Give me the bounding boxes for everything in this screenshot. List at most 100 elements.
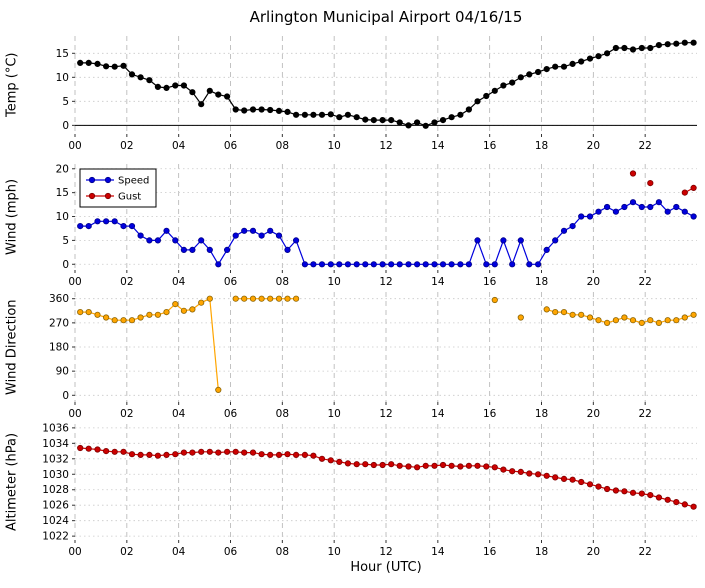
data-point-speed: [318, 261, 326, 268]
data-point-speed: [681, 208, 688, 215]
data-point-altimeter: [94, 446, 101, 453]
legend-marker: [104, 176, 112, 184]
data-point-direction: [232, 295, 239, 302]
data-point-altimeter: [690, 503, 697, 510]
data-point-speed: [673, 203, 680, 211]
data-point-temp: [578, 58, 585, 65]
data-point-speed: [465, 261, 472, 268]
data-point-altimeter: [457, 463, 464, 470]
data-point-temp: [198, 101, 205, 108]
x-tick-label: 14: [431, 408, 445, 420]
x-tick-label: 00: [68, 408, 81, 420]
x-tick-label: 00: [68, 276, 81, 288]
data-point-direction: [172, 300, 179, 308]
data-point-direction: [552, 308, 559, 316]
data-point-speed: [569, 223, 576, 230]
data-point-altimeter: [664, 496, 671, 503]
data-point-temp: [690, 39, 697, 46]
y-tick-label: 1036: [42, 422, 69, 434]
data-point-temp: [206, 87, 213, 94]
x-tick-label: 22: [638, 408, 651, 420]
data-point-temp: [180, 82, 187, 89]
data-point-temp: [379, 117, 386, 124]
data-point-direction: [146, 311, 153, 318]
data-point-direction: [517, 314, 524, 321]
data-point-temp: [543, 66, 550, 73]
data-point-altimeter: [534, 471, 542, 478]
data-point-speed: [526, 261, 533, 268]
data-point-speed: [241, 227, 248, 234]
data-point-speed: [267, 227, 274, 234]
y-tick-label: 0: [62, 120, 69, 132]
y-tick-label: 15: [56, 187, 69, 199]
x-tick-label: 16: [483, 276, 497, 288]
data-point-speed: [655, 199, 663, 206]
data-point-gust: [647, 180, 654, 187]
data-point-temp: [275, 107, 283, 115]
data-point-direction: [94, 311, 101, 318]
data-point-altimeter: [647, 491, 654, 499]
data-point-temp: [103, 63, 110, 70]
y-tick-label: 1034: [42, 438, 69, 450]
data-point-direction: [673, 317, 680, 324]
data-point-speed: [448, 261, 455, 268]
data-point-speed: [336, 261, 343, 268]
data-point-temp: [336, 114, 343, 121]
data-point-altimeter: [474, 462, 481, 469]
panel-wind-direction: 00 02 04 06 08 10 12 14 16 18 20 22 0 90 180 270 360: [49, 292, 697, 420]
data-point-temp: [267, 106, 274, 114]
data-point-direction: [655, 319, 663, 326]
data-point-speed: [388, 261, 395, 268]
data-point-temp: [292, 111, 300, 118]
data-point-direction: [267, 295, 274, 302]
data-point-altimeter: [327, 457, 334, 464]
data-point-speed: [612, 208, 620, 215]
x-tick-label: 00: [68, 546, 81, 558]
data-point-temp: [353, 114, 360, 121]
legend-marker: [104, 192, 112, 200]
y-tick-label: 5: [62, 235, 69, 247]
data-point-altimeter: [569, 476, 576, 483]
data-point-speed: [500, 237, 507, 244]
x-tick-label: 08: [276, 276, 289, 288]
y-axis-label-temp: Temp (°C): [4, 52, 20, 118]
data-point-direction: [111, 317, 118, 324]
data-point-altimeter: [448, 462, 455, 469]
data-point-temp: [224, 93, 231, 100]
data-point-direction: [621, 314, 628, 321]
data-point-temp: [655, 41, 663, 49]
data-point-speed: [517, 237, 524, 244]
data-point-speed: [180, 246, 187, 253]
data-point-altimeter: [301, 451, 308, 458]
data-point-altimeter: [120, 448, 127, 455]
y-tick-label: 180: [49, 342, 69, 354]
data-point-direction: [284, 295, 291, 302]
data-point-temp: [647, 44, 654, 52]
x-tick-label: 16: [483, 546, 497, 558]
data-point-altimeter: [526, 470, 533, 477]
x-tick-label: 04: [172, 408, 186, 420]
data-point-temp: [172, 82, 179, 89]
data-point-speed: [413, 261, 421, 268]
data-point-speed: [301, 261, 308, 268]
data-point-temp: [327, 111, 334, 118]
data-point-altimeter: [388, 461, 395, 468]
data-point-temp: [681, 39, 688, 46]
data-point-speed: [405, 261, 412, 268]
data-point-speed: [215, 261, 222, 268]
x-tick-label: 14: [431, 276, 445, 288]
x-tick-label: 02: [120, 408, 133, 420]
data-point-temp: [249, 106, 257, 113]
data-point-altimeter: [413, 464, 421, 471]
data-point-temp: [388, 117, 395, 124]
series-line-altimeter: [80, 447, 694, 508]
data-point-speed: [137, 232, 144, 239]
data-point-temp: [422, 122, 429, 129]
data-point-speed: [146, 237, 153, 244]
y-tick-label: 10: [56, 211, 69, 223]
x-tick-label: 18: [535, 140, 548, 152]
data-point-temp: [560, 63, 568, 70]
data-point-speed: [638, 203, 645, 211]
data-point-direction: [249, 295, 257, 302]
data-point-direction: [681, 314, 688, 321]
